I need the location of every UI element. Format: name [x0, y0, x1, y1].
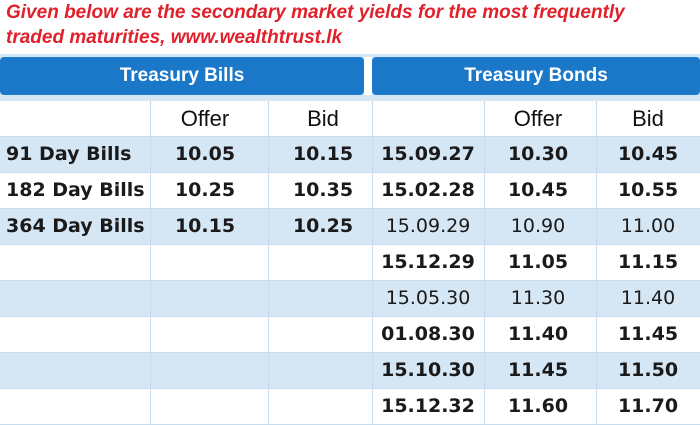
- column-divider: [150, 101, 151, 425]
- bill-bid: 10.35: [292, 179, 354, 201]
- table-row: 15.12.32 11.60 11.70: [0, 389, 700, 425]
- bond-bid: 10.55: [617, 179, 679, 201]
- table-row: 15.12.29 11.05 11.15: [0, 245, 700, 281]
- bond-bid: 11.15: [617, 251, 679, 273]
- bond-bid: 11.50: [617, 359, 679, 381]
- bond-offer: 11.30: [510, 287, 566, 309]
- bond-maturity: 15.05.30: [385, 287, 471, 309]
- bond-maturity: 15.02.28: [381, 179, 475, 201]
- bill-offer: 10.25: [174, 179, 236, 201]
- caption: Given below are the secondary market yie…: [6, 0, 696, 50]
- bonds-offer-column-header: Offer: [513, 106, 563, 131]
- bond-bid: 11.00: [620, 215, 676, 237]
- bills-bid-column-header: Bid: [307, 106, 339, 131]
- bond-maturity: 15.09.29: [385, 215, 471, 237]
- bond-bid: 11.40: [620, 287, 676, 309]
- table-row: 15.10.30 11.45 11.50: [0, 353, 700, 389]
- bill-name: 364 Day Bills: [6, 215, 145, 237]
- table-row: 364 Day Bills 10.15 10.25 15.09.29 10.90 11.0…: [0, 209, 700, 245]
- bill-bid: 10.15: [292, 143, 354, 165]
- bond-offer: 11.45: [507, 359, 569, 381]
- bond-offer: 11.60: [507, 395, 569, 417]
- bond-maturity: 15.09.27: [381, 143, 475, 165]
- table-row: 182 Day Bills 10.25 10.35 15.02.28 10.45 10.5…: [0, 173, 700, 209]
- caption-line-1: Given below are the secondary market yie…: [6, 2, 625, 23]
- yields-table: Offer Bid Offer Bid 91 Day Bills 10.05 10.…: [0, 101, 700, 425]
- table-row: 01.08.30 11.40 11.45: [0, 317, 700, 353]
- bond-maturity: 15.12.32: [381, 395, 475, 417]
- bill-name: 91 Day Bills: [6, 143, 132, 165]
- column-divider: [596, 101, 597, 425]
- bill-name: 182 Day Bills: [6, 179, 145, 201]
- column-divider: [372, 101, 373, 425]
- caption-line-2: traded maturities, www.wealthtrust.lk: [6, 27, 343, 48]
- bond-maturity: 15.12.29: [381, 251, 475, 273]
- bill-offer: 10.05: [174, 143, 236, 165]
- bond-offer: 10.45: [507, 179, 569, 201]
- bond-offer: 10.90: [510, 215, 566, 237]
- column-header-row: Offer Bid Offer Bid: [0, 101, 700, 137]
- header-divider: [364, 57, 372, 95]
- bills-offer-column-header: Offer: [180, 106, 230, 131]
- bond-offer: 11.40: [507, 323, 569, 345]
- bonds-bid-column-header: Bid: [632, 106, 664, 131]
- treasury-bills-header: Treasury Bills: [0, 57, 364, 95]
- column-divider: [268, 101, 269, 425]
- bond-offer: 11.05: [507, 251, 569, 273]
- bond-bid: 11.45: [617, 323, 679, 345]
- table-row: 91 Day Bills 10.05 10.15 15.09.27 10.30 10.45: [0, 137, 700, 173]
- bond-maturity: 01.08.30: [381, 323, 475, 345]
- bond-maturity: 15.10.30: [381, 359, 475, 381]
- bond-offer: 10.30: [507, 143, 569, 165]
- table-row: 15.05.30 11.30 11.40: [0, 281, 700, 317]
- bill-bid: 10.25: [292, 215, 354, 237]
- bond-bid: 10.45: [617, 143, 679, 165]
- bond-bid: 11.70: [617, 395, 679, 417]
- treasury-bonds-header: Treasury Bonds: [372, 57, 700, 95]
- bill-offer: 10.15: [174, 215, 236, 237]
- column-divider: [484, 101, 485, 425]
